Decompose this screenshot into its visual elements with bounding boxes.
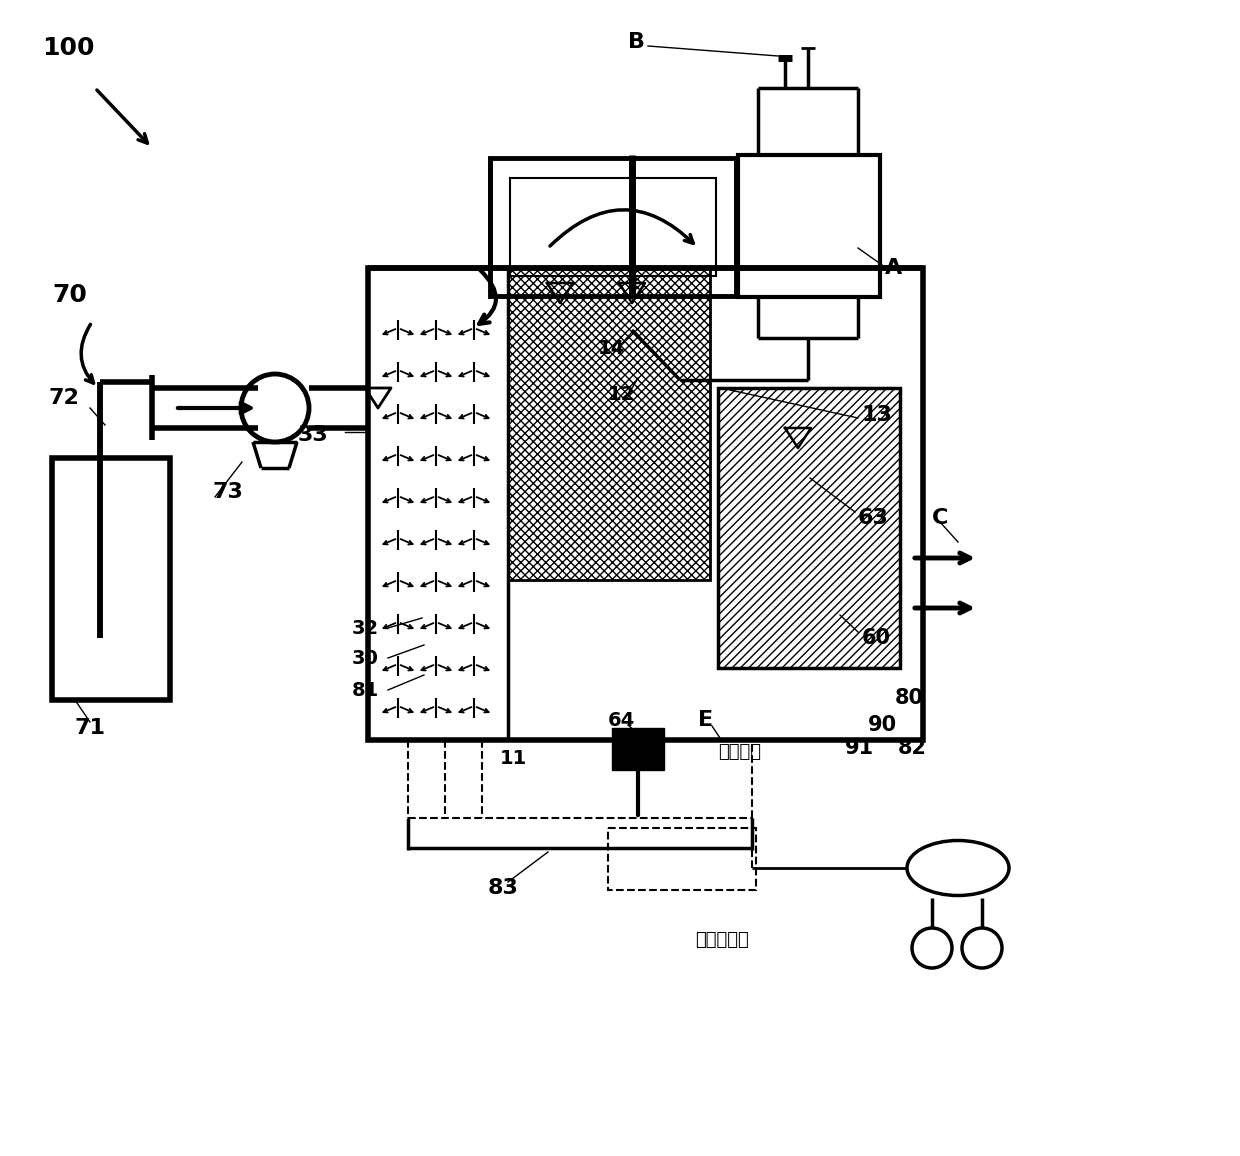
Text: 100: 100 bbox=[42, 36, 94, 60]
Text: C: C bbox=[932, 507, 949, 528]
Text: E: E bbox=[698, 710, 713, 729]
Text: 80: 80 bbox=[895, 688, 924, 707]
Text: 11: 11 bbox=[500, 748, 527, 768]
Bar bbox=[738, 155, 880, 297]
Bar bbox=[490, 158, 737, 296]
Text: 14: 14 bbox=[598, 339, 625, 357]
Text: 71: 71 bbox=[74, 718, 105, 738]
Text: 反冲洗进水: 反冲洗进水 bbox=[694, 931, 749, 949]
Text: 33: 33 bbox=[298, 425, 329, 445]
Bar bbox=[52, 458, 170, 701]
Text: 91: 91 bbox=[844, 738, 874, 758]
FancyArrowPatch shape bbox=[551, 209, 693, 246]
Text: 63: 63 bbox=[858, 507, 889, 528]
Text: 72: 72 bbox=[48, 388, 79, 408]
FancyArrowPatch shape bbox=[479, 269, 496, 324]
Text: 73: 73 bbox=[212, 482, 243, 502]
FancyArrowPatch shape bbox=[81, 325, 93, 383]
Bar bbox=[508, 268, 711, 580]
Bar bbox=[368, 268, 923, 740]
Text: 13: 13 bbox=[862, 405, 893, 425]
Text: 81: 81 bbox=[352, 681, 379, 699]
Bar bbox=[608, 828, 756, 890]
Text: 90: 90 bbox=[868, 716, 897, 735]
Text: 30: 30 bbox=[352, 649, 379, 667]
Bar bbox=[718, 388, 900, 668]
Bar bbox=[510, 178, 715, 276]
Text: 排泥管路: 排泥管路 bbox=[718, 743, 761, 761]
Text: 32: 32 bbox=[352, 618, 379, 637]
Text: 64: 64 bbox=[608, 711, 635, 729]
Text: 10: 10 bbox=[639, 753, 665, 771]
Text: 70: 70 bbox=[52, 283, 87, 307]
Bar bbox=[613, 728, 663, 770]
Text: B: B bbox=[627, 32, 645, 52]
Text: 83: 83 bbox=[489, 879, 518, 898]
Text: 12: 12 bbox=[608, 385, 635, 405]
Text: A: A bbox=[885, 258, 903, 277]
Text: 60: 60 bbox=[862, 628, 892, 649]
Text: 82: 82 bbox=[898, 738, 928, 758]
Ellipse shape bbox=[906, 840, 1009, 896]
